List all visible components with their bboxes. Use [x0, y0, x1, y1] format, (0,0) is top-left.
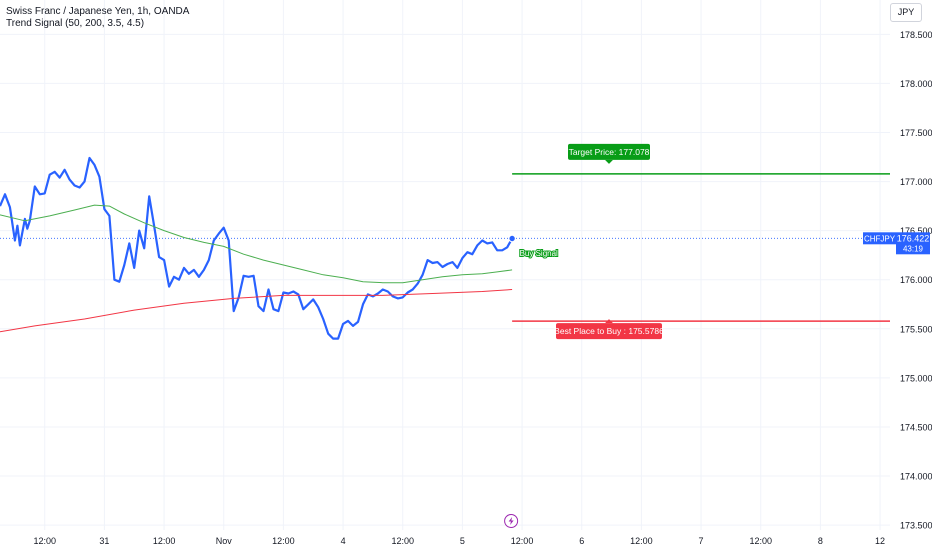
y-tick-label: 175.000 — [900, 373, 932, 383]
x-tick-label: 12:00 — [272, 536, 295, 546]
x-tick-label: 12:00 — [630, 536, 653, 546]
x-tick-label: 31 — [99, 536, 109, 546]
buy-signal-label: Buy Signal — [520, 249, 558, 258]
series-line-price — [0, 156, 514, 340]
series-line-ma_slow — [0, 289, 513, 333]
y-tick-label: 174.500 — [900, 422, 932, 432]
level-label-box-buy — [556, 323, 662, 340]
level-label-pointer — [605, 159, 613, 164]
symbol-badge — [863, 232, 896, 245]
y-tick-label: 175.500 — [900, 324, 932, 334]
y-tick-label: 177.500 — [900, 128, 932, 138]
level-label-box-target — [568, 143, 650, 160]
series-line-ma_fast — [0, 204, 513, 284]
x-tick-label: 12:00 — [749, 536, 772, 546]
symbol-badge-label: CHFJPY — [864, 234, 896, 243]
currency-button[interactable]: JPY — [890, 3, 922, 22]
level-label-buy: Best Place to Buy : 175.5786 — [554, 326, 664, 336]
x-tick-label: 4 — [341, 536, 346, 546]
chart-title: Swiss Franc / Japanese Yen, 1h, OANDA — [6, 6, 190, 17]
x-tick-label: Nov — [216, 536, 233, 546]
x-tick-label: 12 — [875, 536, 885, 546]
x-tick-label: 12:00 — [153, 536, 176, 546]
indicator-legend[interactable]: Trend Signal (50, 200, 3.5, 4.5) — [6, 18, 145, 29]
y-tick-label: 173.500 — [900, 521, 932, 531]
y-tick-label: 178.000 — [900, 79, 932, 89]
x-tick-label: 12:00 — [511, 536, 534, 546]
x-tick-label: 5 — [460, 536, 465, 546]
x-tick-label: 12:00 — [33, 536, 56, 546]
y-tick-label: 176.500 — [900, 226, 932, 236]
y-tick-label: 176.000 — [900, 275, 932, 285]
y-tick-label: 178.500 — [900, 30, 932, 40]
price-badge — [896, 232, 930, 255]
price-badge-value: 176.422 — [897, 233, 930, 243]
lightning-glyph-icon — [508, 517, 514, 525]
x-tick-label: 6 — [579, 536, 584, 546]
level-label-pointer — [605, 319, 613, 324]
x-tick-label: 7 — [699, 536, 704, 546]
x-tick-label: 8 — [818, 536, 823, 546]
price-badge-countdown: 43:19 — [903, 244, 924, 253]
y-tick-label: 174.000 — [900, 472, 932, 482]
last-price-dot — [508, 234, 516, 243]
level-label-target: Target Price: 177.078 — [569, 147, 650, 157]
y-tick-label: 177.000 — [900, 177, 932, 187]
x-tick-label: 12:00 — [391, 536, 414, 546]
